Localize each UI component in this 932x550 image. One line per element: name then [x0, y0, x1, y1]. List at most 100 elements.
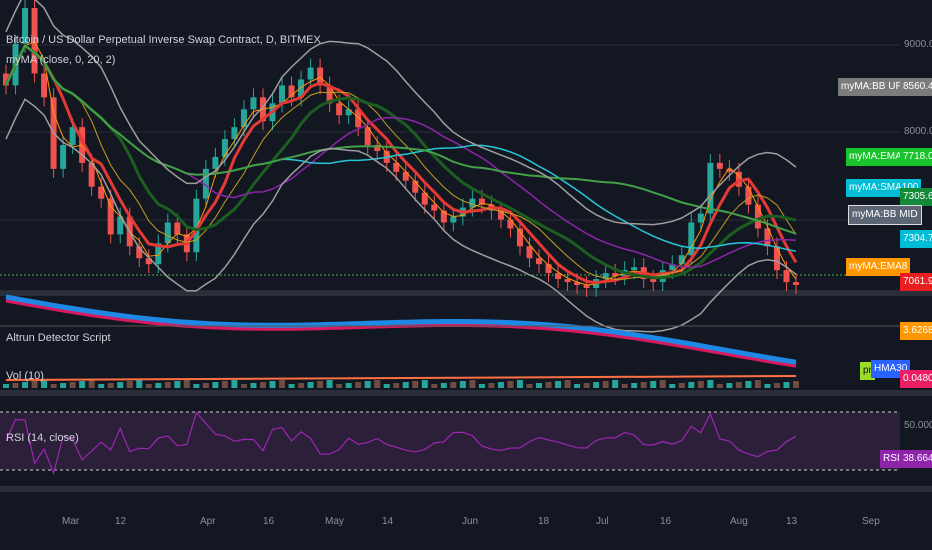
volume-bar [174, 381, 181, 388]
main-legend-title: Bitcoin / US Dollar Perpetual Inverse Sw… [6, 34, 321, 46]
volume-bar [383, 384, 390, 388]
volume-bar [221, 381, 228, 388]
candle-body [202, 168, 209, 199]
volume-bar [421, 380, 428, 388]
candle-body [288, 85, 295, 98]
rsi-tick-50: 50.0000 [904, 420, 932, 431]
volume-bar [764, 384, 771, 388]
volume-bar [88, 380, 95, 388]
x-tick-14: 14 [382, 516, 394, 527]
ema8-tag: myMA:EMA8 [846, 258, 911, 276]
candle-body [3, 73, 9, 86]
volume-bar [574, 384, 581, 388]
volume-bar [650, 381, 657, 388]
altrun-value: 3.6268 [900, 322, 932, 340]
candle-body [773, 246, 780, 271]
myma-legend[interactable]: myMA (close, 0, 20, 2) [6, 54, 116, 66]
candle-body [174, 222, 181, 235]
volume-bar [735, 382, 742, 388]
volume-bar [41, 380, 48, 388]
volume-bar [707, 380, 714, 388]
volume-bar [793, 381, 799, 388]
candle-body [307, 67, 314, 80]
pane-divider-2 [0, 390, 932, 396]
ema13-value: 7061.9 [900, 273, 932, 291]
candle-body [345, 109, 352, 116]
volume-bar [669, 384, 676, 388]
volume-bar [22, 382, 29, 388]
candle-body [478, 198, 485, 205]
volume-bar [145, 384, 152, 388]
x-tick-may: May [325, 516, 344, 527]
candle-body [726, 168, 733, 172]
ema8-line [5, 41, 797, 286]
volume-bar [631, 383, 638, 388]
candle-body [421, 192, 428, 205]
altrun-blue-line [5, 294, 797, 365]
candle-body [402, 171, 409, 181]
candle-body [326, 85, 333, 104]
candle-body [574, 282, 581, 286]
candle-body [536, 258, 543, 265]
ema200-line [5, 44, 797, 235]
rsi-value: 38.6642 [900, 450, 932, 468]
volume-bar [355, 382, 362, 388]
candle-body [745, 186, 752, 205]
candle-body [355, 109, 362, 128]
volume-bar [240, 384, 247, 388]
candle-body [688, 222, 695, 256]
volume-bar [640, 382, 647, 388]
candle-body [545, 264, 552, 274]
candle-body [526, 246, 533, 259]
candle-body [669, 264, 676, 271]
candle-body [136, 246, 143, 259]
volume-bar [155, 383, 162, 388]
candle-body [212, 156, 219, 169]
volume-bar [536, 383, 543, 388]
candle-body [298, 79, 305, 98]
volume-bar [497, 382, 504, 388]
candle-body [497, 210, 504, 220]
candle-body [516, 228, 523, 247]
x-tick-jun: Jun [462, 516, 479, 527]
volume-bar [745, 381, 752, 388]
volume-bar [259, 382, 266, 388]
volume-bar [336, 384, 343, 388]
candle-body [450, 216, 457, 223]
candle-body [754, 204, 761, 229]
volume-bar [202, 383, 209, 388]
volume-bar [478, 384, 485, 388]
volume-bar [3, 384, 9, 388]
x-tick-aug: Aug [730, 516, 748, 527]
volume-bar [326, 380, 333, 388]
volume-bar [516, 380, 523, 388]
sma100-value: 7305.6 [900, 188, 932, 206]
bb-mid-value: 7304.7 [900, 230, 932, 248]
ema200-value: 7718.0 [900, 148, 932, 166]
candle-body [783, 270, 790, 283]
volume-bar [783, 382, 790, 388]
candle-body [555, 273, 562, 280]
volume-bar [31, 381, 38, 388]
candle-body [60, 145, 67, 169]
ema34-line [4, 43, 797, 280]
candle-body [440, 210, 447, 223]
volume-bar [231, 380, 238, 388]
volume-bar [317, 381, 324, 388]
volume-bar [98, 384, 105, 388]
candle-body [279, 85, 286, 104]
rsi-legend[interactable]: RSI (14, close) [6, 432, 79, 444]
candle-body [317, 67, 324, 86]
candle-body [707, 162, 714, 214]
x-tick-13: 13 [786, 516, 798, 527]
candle-body [564, 279, 571, 283]
volume-bar [117, 382, 124, 388]
ema21-line [5, 44, 797, 280]
candle-body [155, 243, 162, 265]
altrun-legend[interactable]: Altrun Detector Script [6, 332, 111, 344]
vol-legend[interactable]: Vol (10) [6, 370, 44, 382]
volume-bar [364, 381, 371, 388]
volume-bar [212, 382, 219, 388]
